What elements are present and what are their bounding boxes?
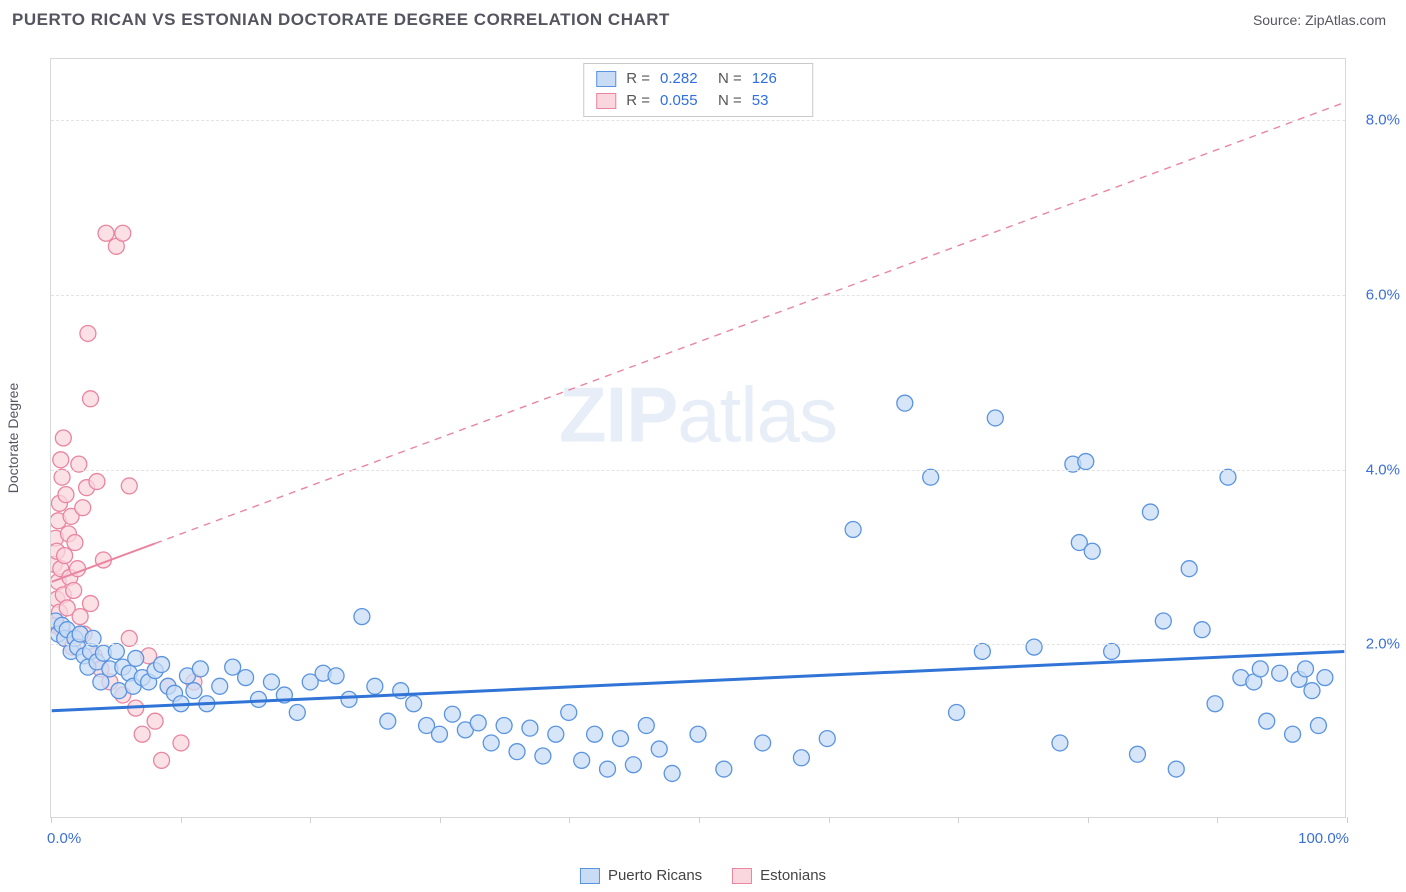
x-tick <box>51 817 52 823</box>
gridline <box>51 470 1345 471</box>
y-tick-label: 6.0% <box>1366 286 1400 303</box>
stats-row-1: R = 0.055 N = 53 <box>596 90 800 112</box>
chart-source: Source: ZipAtlas.com <box>1253 12 1386 28</box>
x-tick <box>1088 817 1089 823</box>
x-tick <box>1217 817 1218 823</box>
legend-label-0: Puerto Ricans <box>608 867 702 884</box>
legend-label-1: Estonians <box>760 867 826 884</box>
stats-row-0: R = 0.282 N = 126 <box>596 68 800 90</box>
x-tick <box>699 817 700 823</box>
y-tick-label: 8.0% <box>1366 112 1400 129</box>
x-max-label: 100.0% <box>1298 830 1349 847</box>
legend-item-1: Estonians <box>732 867 826 884</box>
gridline <box>51 120 1345 121</box>
stats-legend: R = 0.282 N = 126 R = 0.055 N = 53 <box>583 63 813 117</box>
x-tick <box>310 817 311 823</box>
swatch-1 <box>596 93 616 109</box>
x-tick <box>440 817 441 823</box>
legend-item-0: Puerto Ricans <box>580 867 702 884</box>
x-tick <box>829 817 830 823</box>
x-tick <box>569 817 570 823</box>
legend-swatch-0 <box>580 868 600 884</box>
scatter-plot <box>51 59 1345 817</box>
x-tick <box>958 817 959 823</box>
y-tick-label: 4.0% <box>1366 461 1400 478</box>
series-legend: Puerto Ricans Estonians <box>580 867 826 884</box>
chart-title: PUERTO RICAN VS ESTONIAN DOCTORATE DEGRE… <box>12 10 670 30</box>
x-tick <box>181 817 182 823</box>
chart-header: PUERTO RICAN VS ESTONIAN DOCTORATE DEGRE… <box>0 0 1406 36</box>
legend-swatch-1 <box>732 868 752 884</box>
gridline <box>51 644 1345 645</box>
gridline <box>51 295 1345 296</box>
swatch-0 <box>596 71 616 87</box>
x-tick <box>1347 817 1348 823</box>
y-axis-label: Doctorate Degree <box>5 383 21 494</box>
x-min-label: 0.0% <box>47 830 81 847</box>
y-tick-label: 2.0% <box>1366 636 1400 653</box>
chart-area: ZIPatlas Doctorate Degree R = 0.282 N = … <box>50 58 1346 818</box>
